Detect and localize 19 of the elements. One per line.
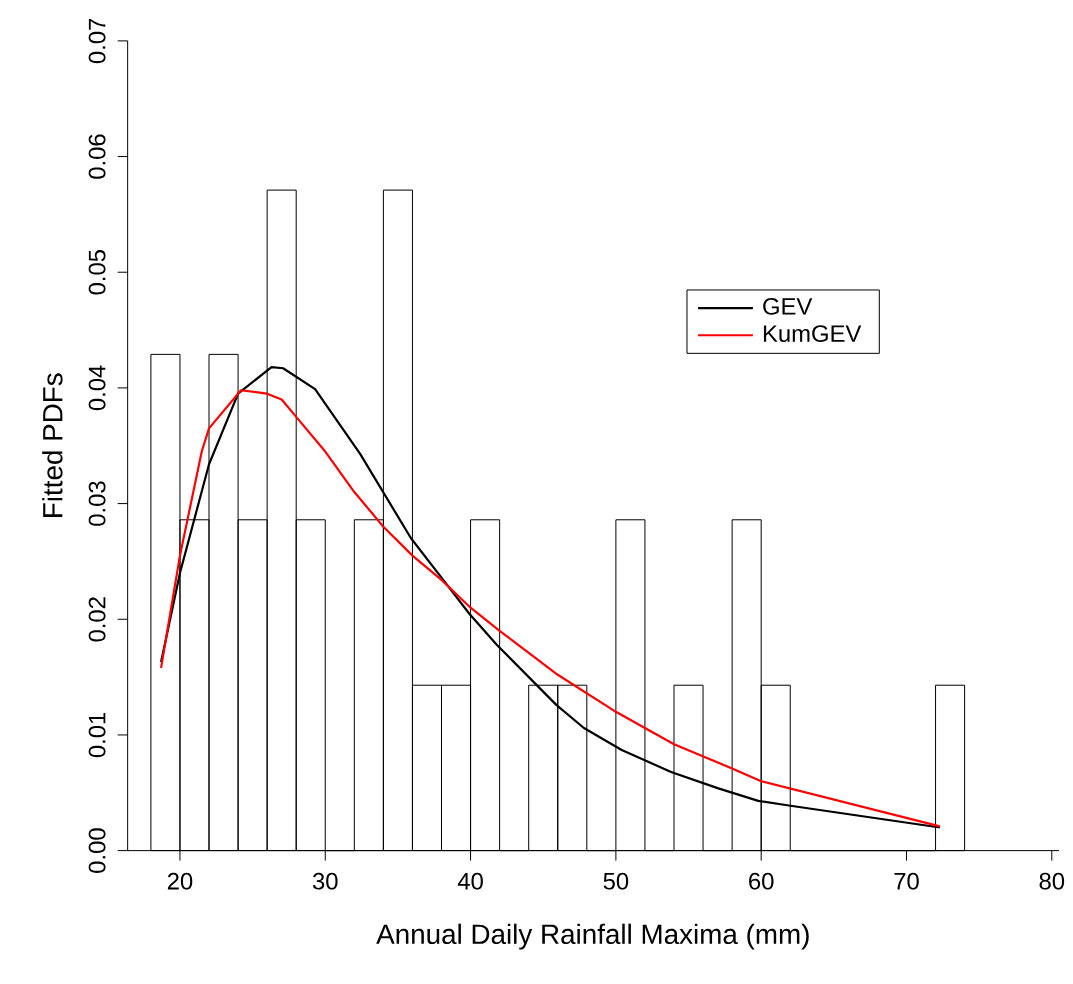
y-tick-label: 0.03 — [88, 481, 106, 526]
y-tick-label: 0.04 — [88, 365, 106, 411]
x-tick-label: 70 — [894, 872, 919, 890]
y-tick-label: 0.00 — [88, 828, 106, 873]
x-tick-label: 20 — [167, 872, 193, 890]
x-axis-title: Annual Daily Rainfall Maxima (mm) — [376, 923, 809, 950]
legend-label: KumGEV — [763, 325, 862, 342]
legend-label: GEV — [763, 297, 813, 315]
y-tick-label: 0.01 — [88, 712, 106, 758]
y-tick-label: 0.02 — [88, 597, 106, 642]
y-tick-label: 0.06 — [88, 134, 106, 179]
y-tick-label: 0.05 — [88, 249, 106, 295]
x-tick-label: 30 — [312, 872, 338, 890]
y-axis-title: Fitted PDFs — [42, 373, 63, 517]
x-tick-label: 50 — [603, 872, 629, 890]
x-tick-label: 80 — [1039, 872, 1065, 890]
x-tick-label: 60 — [749, 872, 774, 890]
x-tick-label: 40 — [457, 872, 483, 890]
y-tick-label: 0.07 — [88, 18, 106, 64]
